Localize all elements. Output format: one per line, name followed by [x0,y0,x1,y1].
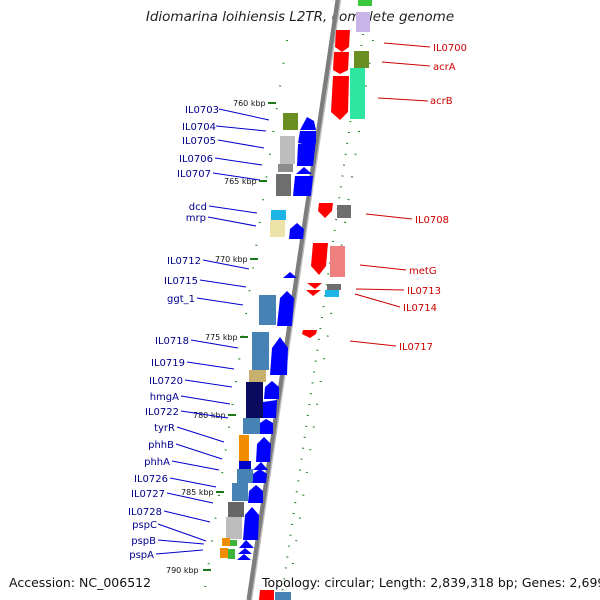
gene-label: IL0707 [177,169,211,180]
reverse-gene-arrow [307,283,322,289]
gene-label: IL0719 [151,358,185,369]
forward-gene-arrow [243,507,259,540]
gene-label: IL0726 [134,474,168,485]
forward-gene-arrow [237,554,251,560]
gene-label: IL0713 [407,286,441,297]
reverse-gene-arrow [259,590,274,600]
gene-label: IL0720 [149,376,183,387]
reverse-gene-arrow [306,290,321,296]
gene-label: IL0717 [399,342,433,353]
gene-label: IL0718 [155,336,189,347]
forward-gene-arrow [298,131,316,143]
gene-label: tyrR [154,423,175,434]
forward-gene-arrow [251,469,267,483]
gene-label: metG [409,266,437,277]
left-gene-label-text: IL0703 IL0704 IL0705 IL0706 IL0707 dcd m… [128,105,219,561]
scale-label: 760 kbp [233,99,266,108]
forward-gene-arrow [253,462,268,470]
gene-label: pspA [129,550,154,561]
gene-label: acrA [433,62,456,73]
gene-label: IL0708 [415,215,449,226]
forward-gene-arrow [238,548,252,554]
right-track-blocks [275,0,372,600]
gene-label: IL0704 [182,122,216,133]
gene-label: IL0727 [131,489,165,500]
gene-label: IL0722 [145,407,179,418]
gene-label: IL0703 [185,105,219,116]
left-track-blocks [220,113,298,559]
scale-label: 770 kbp [215,255,248,264]
scale-label: 765 kbp [224,177,257,186]
forward-gene-arrow [297,140,316,166]
accession-label: Accession: NC_006512 [9,575,152,590]
gene-label: phhA [144,457,170,468]
gene-label: IL0712 [167,256,201,267]
forward-gene-arrow [293,176,313,196]
forward-gene-arrow [283,272,297,278]
reverse-gene-arrow [318,203,333,218]
forward-gene-arrow [256,437,271,462]
right-gene-label-text: IL0700 acrA acrB IL0708 metG IL0713 IL07… [399,43,467,353]
reverse-gene-arrow [333,52,349,74]
gene-label: phhB [148,440,174,451]
forward-gene-arrow [300,117,316,130]
forward-gene-arrow [259,419,273,434]
scale-label: 785 kbp [181,488,214,497]
forward-gene-arrow [296,167,312,174]
forward-gene-arrow [248,485,263,503]
forward-gene-arrow [239,540,254,548]
gene-label: IL0706 [179,154,213,165]
gene-label: IL0715 [164,276,198,287]
reverse-gene-arrow [331,76,349,120]
gene-label: mrp [186,213,206,224]
gene-label: dcd [189,202,207,213]
reverse-gene-arrow [311,243,328,275]
gene-label: IL0700 [433,43,467,54]
gene-label: IL0714 [403,303,437,314]
left-gene-labels [155,108,270,555]
gene-label: IL0705 [182,136,216,147]
reverse-gene-arrow [335,30,350,52]
forward-gene-arrow [262,400,277,418]
gene-label: acrB [430,96,453,107]
forward-gene-arrow [270,337,288,375]
forward-gene-arrow [277,291,294,326]
forward-gene-arrow [264,381,279,399]
gene-label: IL0728 [128,507,162,518]
forward-gene-arrow [289,223,304,239]
right-gene-labels [349,42,431,347]
gene-label: ggt_1 [167,294,195,305]
reverse-gene-arrow [302,330,317,338]
genome-title: Idiomarina loihiensis L2TR, complete gen… [145,9,455,25]
gene-label: pspC [132,520,157,531]
gene-label: pspB [131,536,156,547]
forward-strand-genes [237,117,316,560]
scale-label: 790 kbp [166,566,199,575]
reverse-strand-genes [259,30,350,600]
scale-label: 775 kbp [205,333,238,342]
genome-stats-label: Topology: circular; Length: 2,839,318 bp… [262,575,600,590]
gene-label: hmgA [150,392,179,403]
